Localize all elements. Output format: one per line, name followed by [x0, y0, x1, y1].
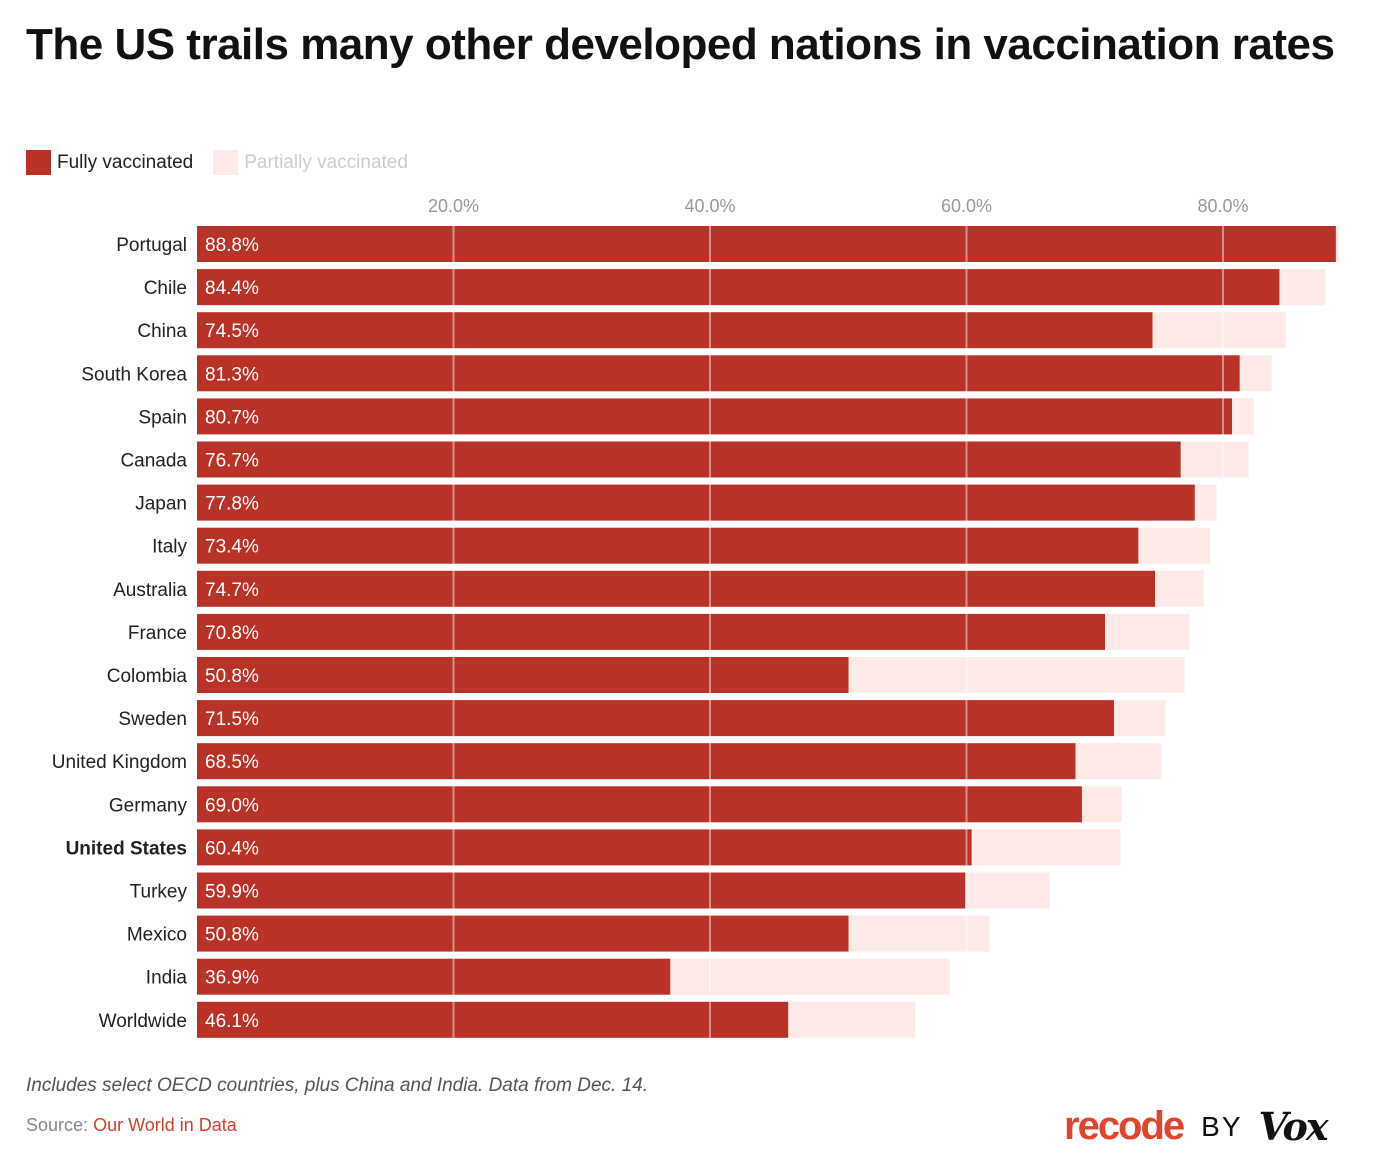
recode-logo: recode [1064, 1104, 1185, 1148]
data-label: 71.5% [205, 709, 259, 730]
legend: Fully vaccinated Partially vaccinated [26, 150, 408, 175]
bar-partial [1194, 484, 1217, 521]
bar-partial [848, 657, 1185, 693]
bar-full [197, 398, 1232, 435]
bar-full [197, 786, 1082, 823]
bar-full [197, 226, 1336, 262]
legend-swatch-full [26, 150, 51, 175]
bar-partial [1279, 269, 1326, 306]
bar-full [197, 355, 1240, 392]
data-label: 60.4% [205, 838, 259, 859]
bar-partial [1075, 743, 1162, 780]
data-label: 81.3% [205, 364, 259, 385]
bar-partial [971, 829, 1121, 866]
data-label: 69.0% [205, 795, 259, 816]
bar-partial [1105, 613, 1190, 650]
legend-label-partial: Partially vaccinated [244, 151, 408, 173]
bar-full [197, 743, 1076, 780]
vox-logo: Vox [1258, 1104, 1329, 1149]
legend-label-full: Fully vaccinated [57, 151, 194, 173]
bar-partial [1081, 786, 1122, 823]
data-label: 73.4% [205, 537, 259, 558]
data-label: 46.1% [205, 1011, 259, 1032]
legend-swatch-partial [213, 150, 239, 175]
bar-full [197, 829, 972, 866]
category-label: Colombia [107, 666, 188, 687]
data-label: 50.8% [205, 666, 259, 687]
category-label: India [146, 968, 188, 989]
bar-partial [848, 915, 990, 952]
category-label: France [128, 623, 187, 644]
category-label: Turkey [130, 882, 188, 903]
bar-full [197, 527, 1139, 564]
data-label: 84.4% [205, 278, 259, 299]
bar-partial [965, 872, 1050, 909]
category-label: Italy [152, 537, 187, 558]
category-label: Portugal [116, 235, 187, 256]
x-tick-label: 60.0% [941, 196, 992, 216]
x-tick-label: 80.0% [1197, 196, 1248, 216]
category-label: Germany [109, 795, 188, 816]
bar-partial [1152, 312, 1286, 349]
bar-full [197, 484, 1195, 521]
bar-partial [1180, 441, 1249, 478]
recode-by-vox-logo: recode BY Vox [1064, 1104, 1329, 1149]
bar-full [197, 872, 966, 909]
data-label: 76.7% [205, 451, 259, 472]
source: Source: Our World in Data [26, 1115, 237, 1136]
bar-full [197, 312, 1153, 349]
bar-full [197, 657, 849, 693]
data-label: 77.8% [205, 494, 259, 515]
bar-full [197, 700, 1114, 737]
category-label: Canada [120, 451, 187, 472]
bar-partial [1231, 398, 1254, 435]
bar-full [197, 269, 1280, 306]
category-label: Sweden [118, 709, 187, 730]
x-tick-label: 40.0% [684, 196, 735, 216]
chart-title: The US trails many other developed natio… [26, 20, 1335, 69]
category-label: Mexico [127, 925, 187, 946]
data-label: 74.5% [205, 321, 259, 342]
category-label: Australia [113, 580, 187, 601]
bar-partial [1138, 527, 1211, 564]
x-tick-label: 20.0% [428, 196, 479, 216]
bar-partial [1239, 355, 1272, 392]
data-label: 88.8% [205, 235, 259, 256]
data-label: 59.9% [205, 882, 259, 903]
source-label: Source: [26, 1115, 89, 1135]
category-label: United Kingdom [52, 752, 187, 773]
source-link[interactable]: Our World in Data [93, 1115, 237, 1135]
bar-full [197, 1001, 789, 1038]
bar-partial [1113, 700, 1166, 737]
bar-partial [1335, 226, 1339, 262]
data-label: 36.9% [205, 968, 259, 989]
data-label: 50.8% [205, 925, 259, 946]
data-label: 80.7% [205, 407, 259, 428]
category-label: Japan [135, 494, 187, 515]
bar-partial [1155, 570, 1204, 607]
bar-full [197, 570, 1156, 607]
bar-full [197, 613, 1106, 650]
category-label: China [137, 321, 187, 342]
bar-partial [670, 958, 950, 995]
category-label: South Korea [81, 364, 187, 385]
logo-by: BY [1201, 1110, 1243, 1142]
category-label: Chile [144, 278, 187, 299]
bar-full [197, 441, 1181, 478]
data-label: 74.7% [205, 580, 259, 601]
bar-partial [788, 1001, 916, 1038]
category-label: Spain [138, 407, 187, 428]
category-label: United States [66, 838, 187, 859]
chart-note: Includes select OECD countries, plus Chi… [26, 1075, 649, 1096]
bar-full [197, 915, 849, 952]
bar-chart: Portugal 88.8% Chile 84.4% China 74.5% South K… [52, 196, 1339, 1038]
data-label: 68.5% [205, 752, 259, 773]
category-label: Worldwide [99, 1011, 187, 1032]
bar-full [197, 958, 671, 995]
data-label: 70.8% [205, 623, 259, 644]
